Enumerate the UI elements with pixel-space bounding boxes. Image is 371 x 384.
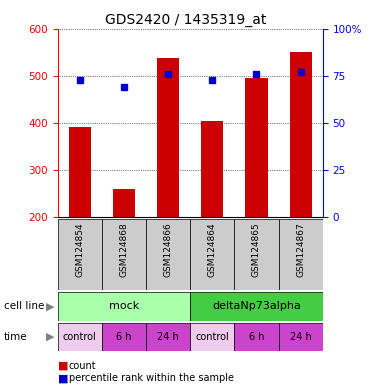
Text: percentile rank within the sample: percentile rank within the sample (69, 373, 234, 383)
Bar (102, 323, 146, 351)
Text: GSM124866: GSM124866 (164, 222, 173, 277)
Text: time: time (4, 332, 27, 342)
Bar (58, 219, 102, 290)
Text: 24 h: 24 h (157, 332, 179, 342)
Bar (245, 78, 267, 217)
Text: count: count (69, 361, 96, 371)
Text: 6 h: 6 h (116, 332, 132, 342)
Bar (190, 323, 234, 351)
Bar (234, 323, 279, 351)
Bar (234, 219, 279, 290)
Bar (58, 323, 102, 351)
Text: GSM124865: GSM124865 (252, 222, 261, 277)
Bar (290, 52, 312, 217)
Bar (279, 323, 323, 351)
Text: mock: mock (109, 301, 139, 311)
Text: 6 h: 6 h (249, 332, 264, 342)
Text: cell line: cell line (4, 301, 44, 311)
Bar (146, 323, 190, 351)
Bar (190, 219, 234, 290)
Bar (113, 189, 135, 217)
Bar (190, 292, 323, 321)
Text: ▶: ▶ (46, 301, 54, 311)
Bar (102, 219, 146, 290)
Text: ■: ■ (58, 361, 68, 371)
Text: control: control (196, 332, 229, 342)
Bar (201, 121, 223, 217)
Bar (146, 219, 190, 290)
Text: GSM124867: GSM124867 (296, 222, 305, 277)
Text: GSM124854: GSM124854 (75, 222, 84, 277)
Text: deltaNp73alpha: deltaNp73alpha (212, 301, 301, 311)
Bar (69, 127, 91, 217)
Bar (157, 58, 179, 217)
Text: GSM124868: GSM124868 (119, 222, 128, 277)
Text: GSM124864: GSM124864 (208, 222, 217, 277)
Bar (58, 292, 190, 321)
Bar (279, 219, 323, 290)
Text: ■: ■ (58, 373, 68, 383)
Text: control: control (63, 332, 96, 342)
Text: ▶: ▶ (46, 332, 54, 342)
Text: 24 h: 24 h (290, 332, 312, 342)
Text: GDS2420 / 1435319_at: GDS2420 / 1435319_at (105, 13, 266, 27)
